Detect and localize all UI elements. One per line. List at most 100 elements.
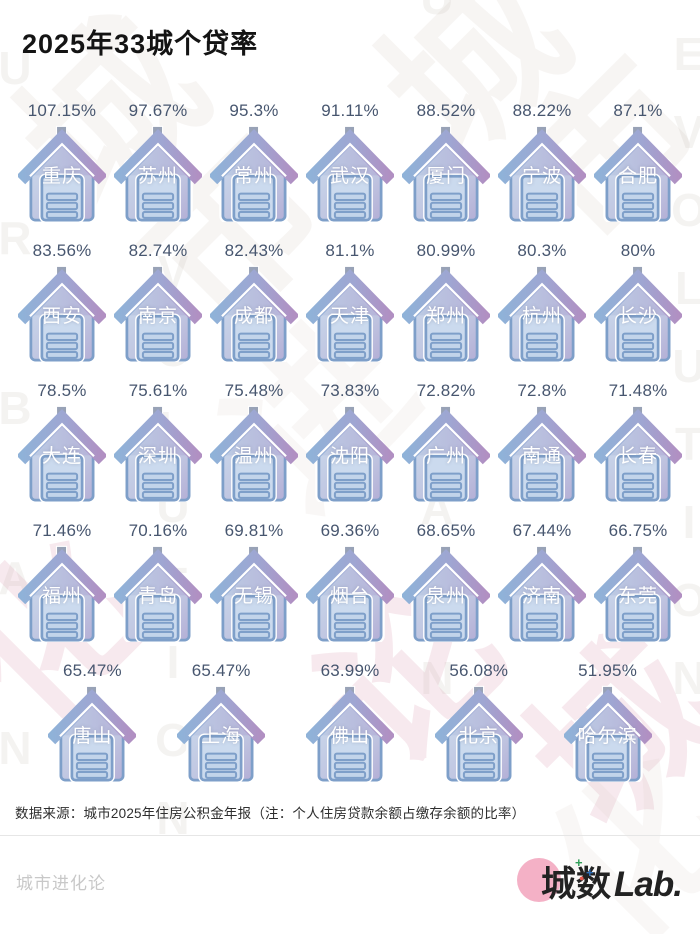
loan-rate-value: 56.08% xyxy=(449,660,509,680)
city-name: 西安 xyxy=(41,305,82,327)
house: 沈阳 xyxy=(306,405,394,502)
city-name: 上海 xyxy=(201,725,242,747)
city-name: 沈阳 xyxy=(329,445,370,467)
city-house-item: 56.08% 北京 xyxy=(414,660,543,782)
house-icon xyxy=(402,125,490,222)
house: 温州 xyxy=(210,405,298,502)
house-icon xyxy=(177,685,266,782)
city-name: 长沙 xyxy=(617,305,658,327)
house-icon xyxy=(210,265,298,362)
city-name: 厦门 xyxy=(425,165,466,187)
footer-bar: 城市进化论 城数 Lab. + + ● xyxy=(0,836,700,907)
house: 北京 xyxy=(434,685,523,782)
city-house-item: 107.15% 重庆 xyxy=(14,100,110,222)
house-icon xyxy=(498,545,586,642)
city-name: 合肥 xyxy=(617,165,658,187)
house: 大连 xyxy=(18,405,106,502)
city-house-item: 78.5% 大连 xyxy=(14,380,110,502)
house: 杭州 xyxy=(498,265,586,362)
city-name: 重庆 xyxy=(41,165,82,187)
loan-rate-value: 97.67% xyxy=(128,100,188,120)
house-icon xyxy=(594,545,682,642)
loan-rate-value: 73.83% xyxy=(320,380,380,400)
house-icon xyxy=(114,405,202,502)
chart-row: 78.5% 大连 7 xyxy=(0,380,700,502)
content: 2025年33城个贷率 107.15% xyxy=(0,28,700,907)
footer-divider xyxy=(0,834,700,836)
house: 福州 xyxy=(18,545,106,642)
city-house-item: 63.99% 佛山 xyxy=(286,660,415,782)
house: 苏州 xyxy=(114,125,202,222)
house: 厦门 xyxy=(402,125,490,222)
chart-row: 65.47% 唐山 xyxy=(0,660,700,782)
house-icon xyxy=(48,685,137,782)
loan-rate-value: 82.74% xyxy=(128,240,188,260)
loan-rate-value: 88.22% xyxy=(512,100,572,120)
chart-rows: 107.15% 重庆 xyxy=(0,100,700,782)
city-house-item: 80% 长沙 xyxy=(590,240,686,362)
city-house-item: 69.36% 烟台 xyxy=(302,520,398,642)
logo-pink-circle-icon xyxy=(517,857,562,902)
city-name: 常州 xyxy=(233,165,274,187)
house-icon xyxy=(498,405,586,502)
source-note: 数据来源：城市2025年住房公积金年报（注：个人住房贷款余额占缴存余额的比率） xyxy=(15,805,526,821)
house: 长春 xyxy=(594,405,682,502)
house-icon xyxy=(305,685,394,782)
loan-rate-value: 65.47% xyxy=(191,660,251,680)
house: 无锡 xyxy=(210,545,298,642)
house-icon xyxy=(210,405,298,502)
city-house-item: 73.83% 沈阳 xyxy=(302,380,398,502)
house-icon xyxy=(306,405,394,502)
logo-en-text: Lab. xyxy=(614,864,683,904)
city-name: 广州 xyxy=(425,445,466,467)
logo-accent-red-icon: ● xyxy=(579,872,585,883)
house: 佛山 xyxy=(305,685,394,782)
loan-rate-value: 67.44% xyxy=(512,520,572,540)
house-icon xyxy=(114,265,202,362)
city-name: 唐山 xyxy=(72,725,113,747)
city-name: 苏州 xyxy=(137,165,178,187)
brand-wordmark: 城市进化论 xyxy=(16,873,106,893)
house-icon xyxy=(306,125,394,222)
city-name: 长春 xyxy=(617,445,658,467)
house-icon xyxy=(114,125,202,222)
city-house-item: 67.44% 济南 xyxy=(494,520,590,642)
loan-rate-value: 72.82% xyxy=(416,380,476,400)
city-name: 大连 xyxy=(41,445,82,467)
house: 唐山 xyxy=(48,685,137,782)
house-icon xyxy=(18,125,106,222)
loan-rate-value: 69.81% xyxy=(224,520,284,540)
house-icon xyxy=(402,265,490,362)
house: 西安 xyxy=(18,265,106,362)
logo-accent-blue-icon: + xyxy=(586,864,594,880)
city-house-item: 82.74% 南京 xyxy=(110,240,206,362)
house-icon xyxy=(210,545,298,642)
city-name: 泉州 xyxy=(425,585,466,607)
city-name: 温州 xyxy=(233,445,274,467)
house: 合肥 xyxy=(594,125,682,222)
loan-rate-value: 75.61% xyxy=(128,380,188,400)
city-name: 佛山 xyxy=(329,725,370,747)
loan-rate-value: 91.11% xyxy=(321,100,379,120)
city-name: 福州 xyxy=(41,585,82,607)
loan-rate-value: 75.48% xyxy=(224,380,284,400)
loan-rate-value: 66.75% xyxy=(608,520,668,540)
city-house-item: 72.8% 南通 xyxy=(494,380,590,502)
city-name: 南京 xyxy=(137,305,178,327)
city-house-item: 69.81% 无锡 xyxy=(206,520,302,642)
loan-rate-value: 71.48% xyxy=(608,380,668,400)
house-icon xyxy=(18,545,106,642)
house: 哈尔滨 xyxy=(563,685,652,782)
city-name: 哈尔滨 xyxy=(577,725,638,747)
city-house-item: 88.52% 厦门 xyxy=(398,100,494,222)
page-title: 2025年33城个贷率 xyxy=(22,29,259,59)
city-house-item: 83.56% 西安 xyxy=(14,240,110,362)
house-icon xyxy=(306,265,394,362)
house: 武汉 xyxy=(306,125,394,222)
logo-accent-green-icon: + xyxy=(575,854,583,870)
house: 东莞 xyxy=(594,545,682,642)
city-house-item: 65.47% 唐山 xyxy=(28,660,157,782)
loan-rate-value: 71.46% xyxy=(32,520,92,540)
loan-rate-value: 80.3% xyxy=(517,240,567,260)
loan-rate-value: 70.16% xyxy=(128,520,188,540)
